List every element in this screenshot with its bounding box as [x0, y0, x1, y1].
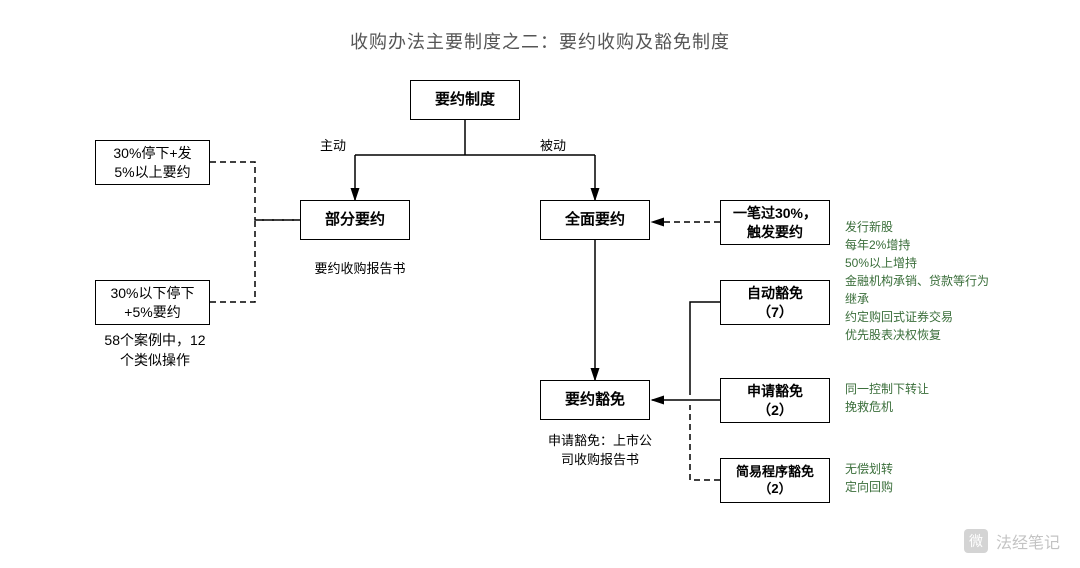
wechat-icon: 微 [964, 529, 988, 553]
node-side2: 30%以下停下 +5%要约 [95, 280, 210, 325]
annotation-right-apply: 同一控制下转让 挽救危机 [845, 380, 929, 416]
node-simple: 简易程序豁免 （2） [720, 458, 830, 503]
watermark-text: 法经笔记 [996, 529, 1060, 553]
node-side1: 30%停下+发 5%以上要约 [95, 140, 210, 185]
watermark: 微 法经笔记 [964, 529, 1060, 553]
diagram-title: 收购办法主要制度之二：要约收购及豁免制度 [0, 28, 1080, 54]
node-exempt: 要约豁免 [540, 380, 650, 420]
node-apply: 申请豁免 （2） [720, 378, 830, 423]
annotation-below-side2: 58个案例中，12 个类似操作 [85, 330, 225, 370]
annotation-below-partial: 要约收购报告书 [300, 258, 420, 277]
node-root: 要约制度 [410, 80, 520, 120]
edge-label-active: 主动 [320, 135, 346, 154]
annotation-right-trigger: 发行新股 每年2%增持 50%以上增持 金融机构承销、贷款等行为 继承 约定购回… [845, 218, 989, 344]
node-trigger: 一笔过30%， 触发要约 [720, 200, 830, 245]
node-full: 全面要约 [540, 200, 650, 240]
node-partial: 部分要约 [300, 200, 410, 240]
edge-label-passive: 被动 [540, 135, 566, 154]
annotation-below-exempt: 申请豁免：上市公 司收购报告书 [535, 430, 665, 468]
annotation-right-simple: 无偿划转 定向回购 [845, 460, 893, 496]
node-auto: 自动豁免 （7） [720, 280, 830, 325]
